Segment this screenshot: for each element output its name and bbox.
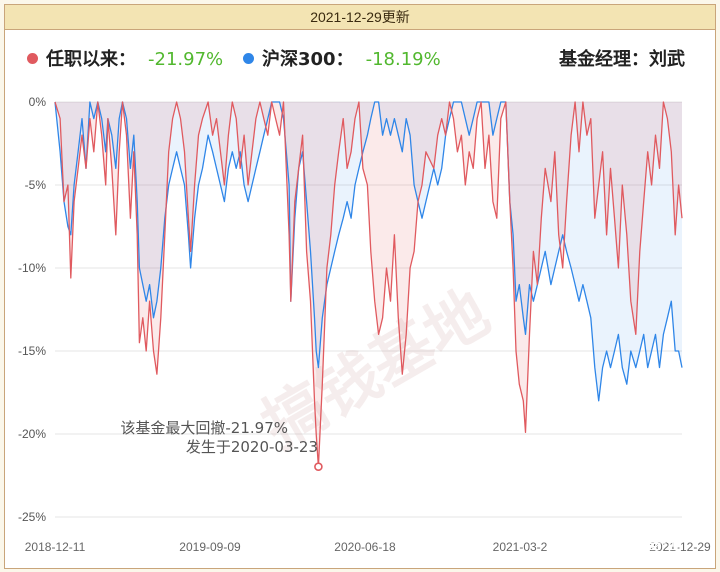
- legend-fund[interactable]: 任职以来： -21.97%: [27, 45, 223, 71]
- fund-manager-label: 基金经理：刘武: [559, 49, 685, 70]
- y-tick-label: -25%: [18, 510, 46, 524]
- series-line-fund[interactable]: [54, 101, 683, 468]
- update-date-bar: 2021-12-29更新: [5, 5, 715, 30]
- legend-index[interactable]: 沪深300： -18.19%: [243, 45, 441, 71]
- y-axis-labels: 0% -5% -10% -15% -20% -25%: [18, 95, 46, 524]
- y-tick-label: 0%: [29, 95, 47, 109]
- x-tick-label: 2020-06-18: [334, 540, 396, 554]
- x-tick-label: 2018-12-11: [25, 540, 86, 554]
- legend: 任职以来： -21.97% 沪深300： -18.19% 基金经理：刘武: [5, 45, 715, 75]
- chart-frame: 2021-12-29更新 任职以来： -21.97% 沪深300： -18.19% …: [4, 4, 716, 569]
- max-drawdown-marker[interactable]: [314, 462, 323, 472]
- y-tick-label: -20%: [18, 427, 46, 441]
- x-tick-label: 2021-03-2: [493, 540, 548, 554]
- series-area-index: [55, 102, 682, 401]
- grid-layer: [55, 101, 682, 518]
- legend-fund-dot-icon: [27, 53, 38, 64]
- y-tick-label: -5%: [25, 178, 47, 192]
- x-tick-label: 2019-09-09: [179, 540, 241, 554]
- legend-fund-value: -21.97%: [148, 49, 224, 70]
- marker-layer: [314, 462, 323, 472]
- x-tick-label: 2021-12-29: [649, 540, 711, 554]
- max-drawdown-annotation-line2: 发生于2020-03-23: [186, 438, 318, 456]
- series-line-index[interactable]: [54, 101, 683, 402]
- legend-index-value: -18.19%: [365, 49, 441, 70]
- legend-fund-name: 任职以来：: [46, 49, 136, 70]
- legend-index-name: 沪深300：: [262, 49, 354, 70]
- legend-index-dot-icon: [243, 53, 254, 64]
- y-tick-label: -15%: [18, 344, 46, 358]
- area-layer: [55, 102, 682, 467]
- line-layer: [54, 101, 683, 468]
- x-axis-labels: 2018-12-11 2019-09-09 2020-06-18 2021-03-2 2…: [25, 540, 711, 554]
- y-tick-label: -10%: [18, 261, 46, 275]
- source-watermark: 知乎 @搞钱基地: [554, 534, 678, 554]
- series-area-fund: [55, 102, 682, 467]
- max-drawdown-annotation-line1: 该基金最大回撤-21.97%: [120, 419, 288, 437]
